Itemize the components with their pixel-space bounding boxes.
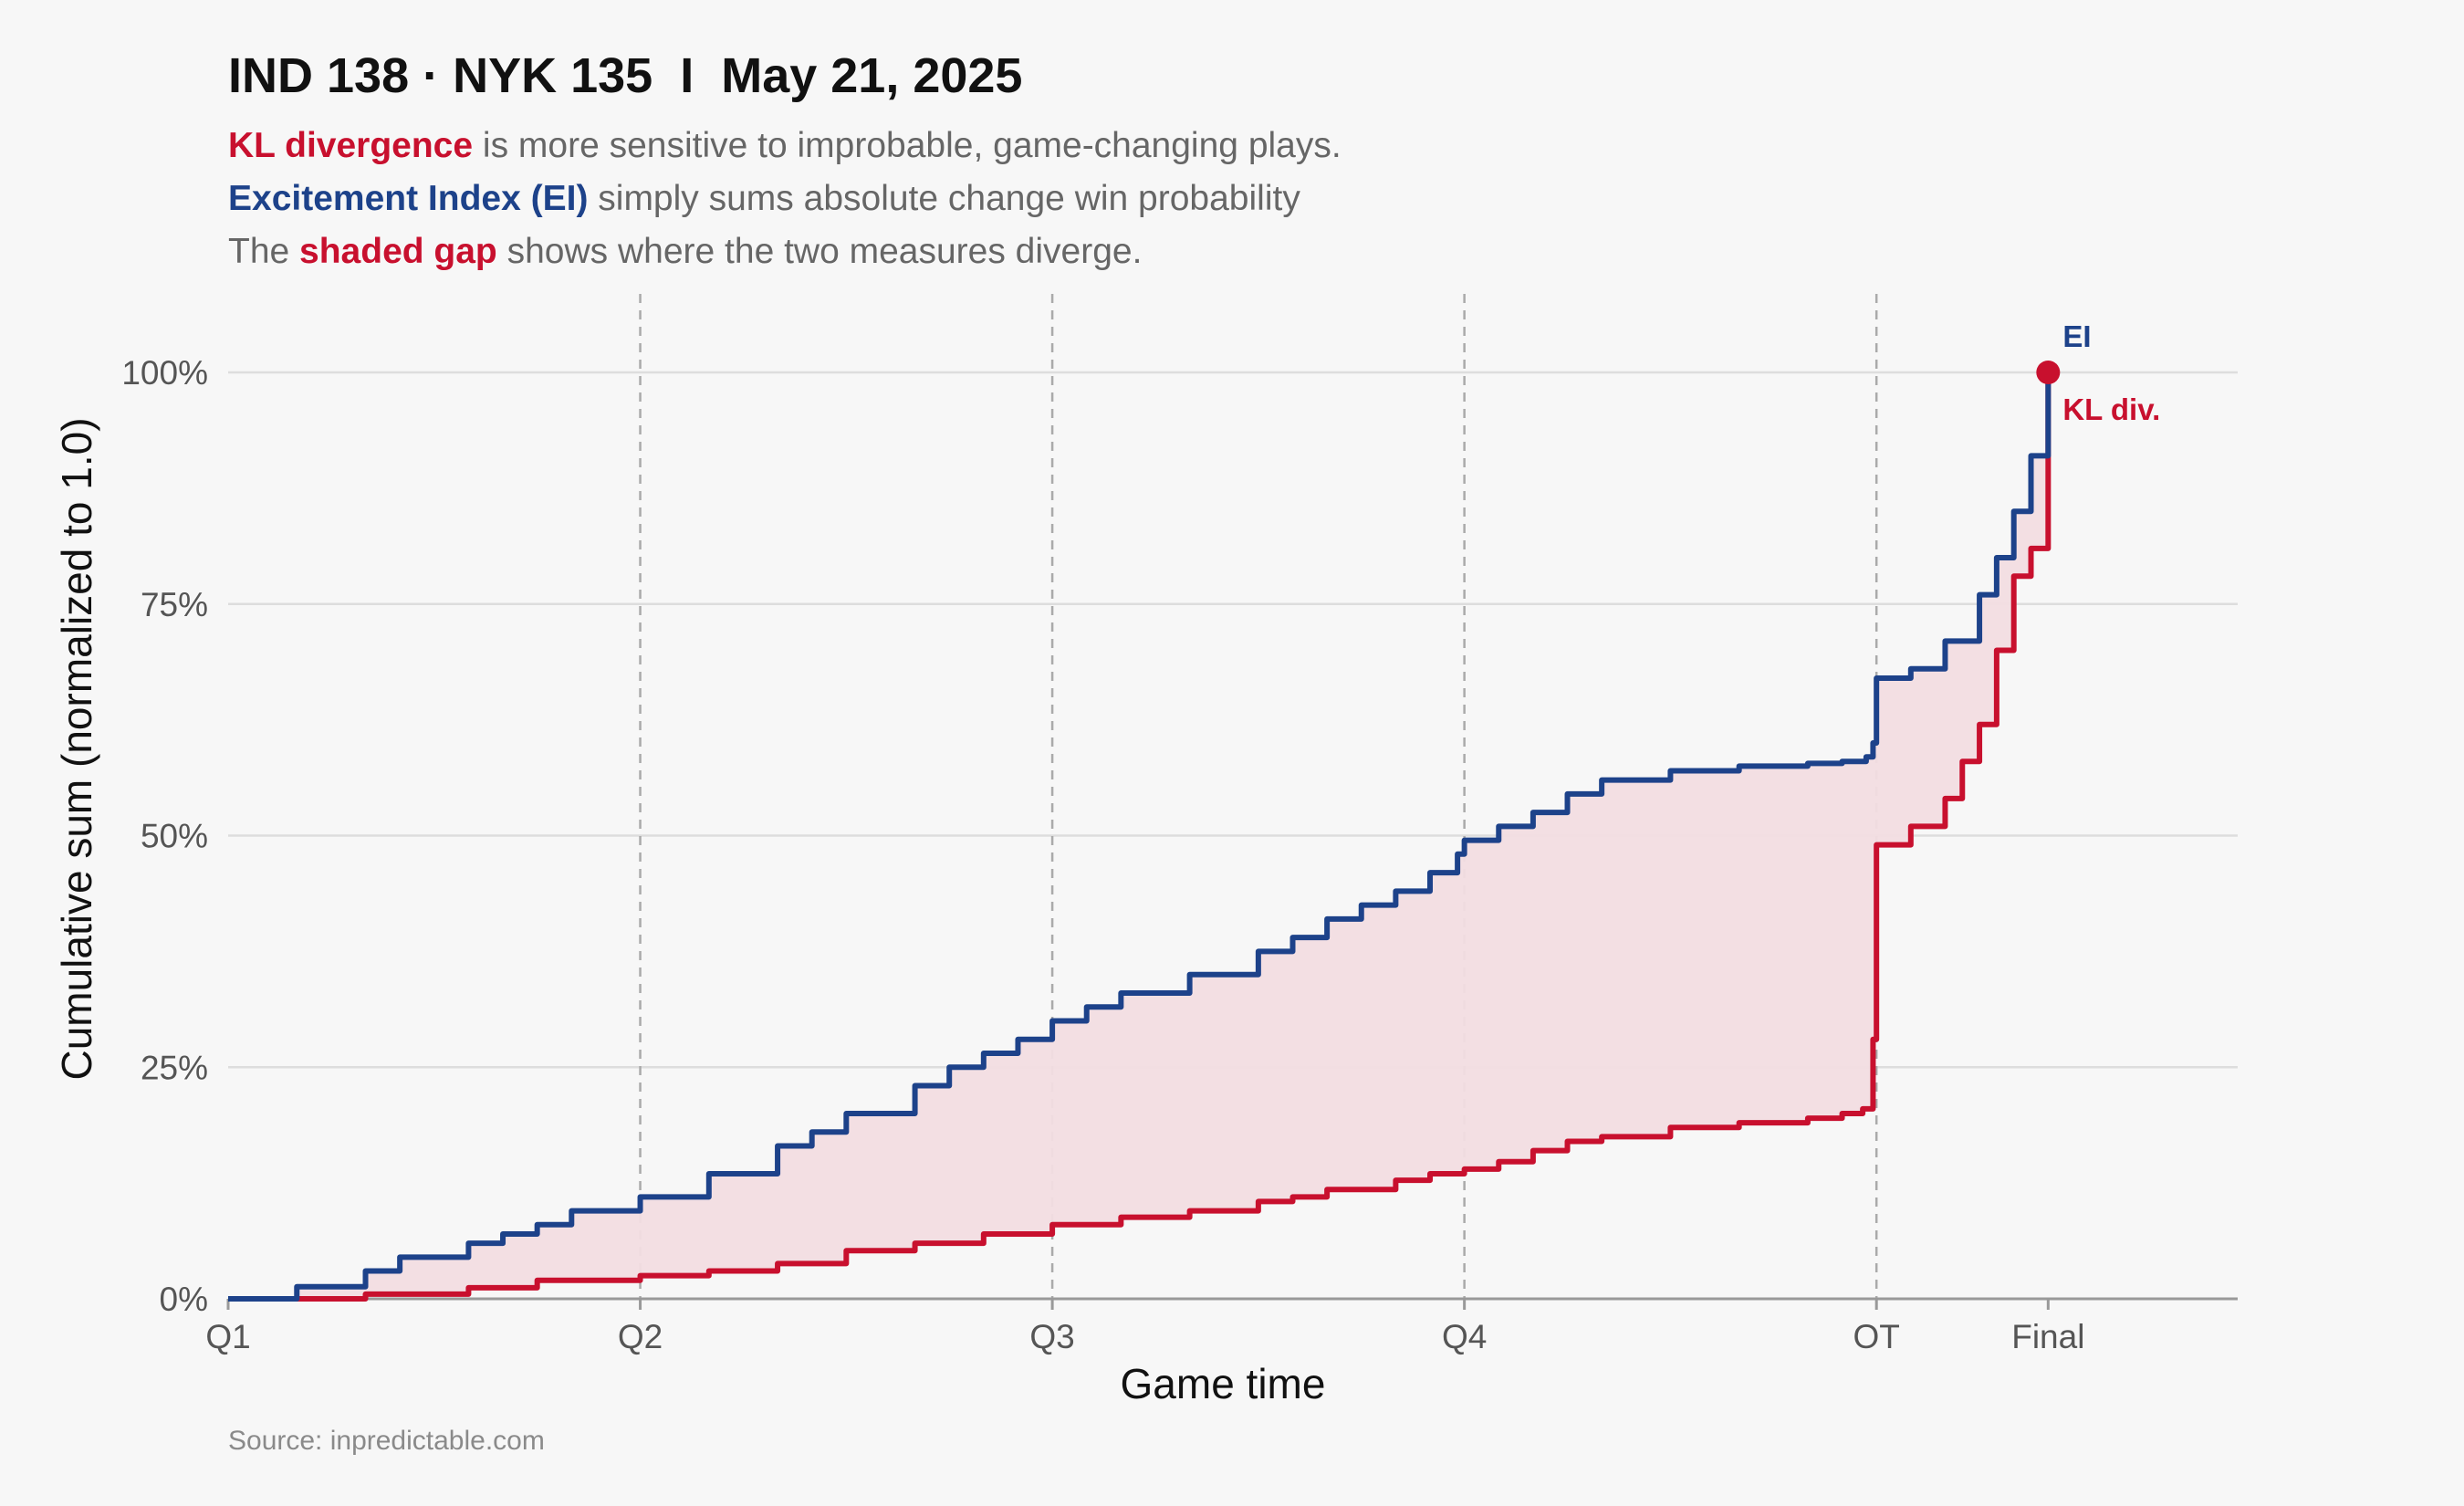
x-tick-label-4: OT (1853, 1318, 1899, 1355)
kl-end-label: KL div. (2062, 392, 2160, 426)
period-lines (639, 294, 1878, 1299)
gap-highlight: shaded gap (299, 232, 497, 271)
y-axis-title: Cumulative sum (normalized to 1.0) (53, 417, 100, 1080)
x-ticks (226, 1299, 2050, 1310)
y-tick-label-4: 100% (121, 354, 208, 392)
shaded-gap-area (228, 372, 2049, 1299)
y-tick-labels: 0% 25% 50% 75% 100% (121, 354, 208, 1318)
x-tick-label-2: Q3 (1029, 1318, 1074, 1355)
subtitle-line-1-text: is more sensitive to improbable, game-ch… (473, 126, 1342, 165)
y-tick-label-2: 50% (141, 818, 208, 855)
chart-title: IND 138 · NYK 135 I May 21, 2025 (228, 48, 1023, 103)
subtitle-line-3-text: shows where the two measures diverge. (496, 232, 1143, 271)
subtitle-line-2-text: simply sums absolute change win probabil… (588, 179, 1300, 218)
excitement-index-line (228, 372, 2052, 1302)
x-tick-label-3: Q4 (1442, 1318, 1487, 1355)
x-tick-label-5: Final (2011, 1318, 2084, 1355)
end-point-marker (2036, 361, 2061, 384)
y-tick-label-3: 75% (141, 586, 208, 623)
subtitle-line-1: KL divergence is more sensitive to impro… (228, 126, 1342, 166)
kl-divergence-line (228, 372, 2052, 1302)
subtitle-line-3: The shaded gap shows where the two measu… (228, 232, 1142, 272)
ei-end-label: EI (2062, 319, 2091, 353)
subtitle-line-3-prefix: The (228, 232, 300, 271)
x-axis-title: Game time (1121, 1360, 1326, 1407)
subtitle-line-2: Excitement Index (EI) simply sums absolu… (228, 179, 1300, 219)
kl-highlight: KL divergence (228, 126, 474, 165)
x-tick-label-0: Q1 (205, 1318, 250, 1355)
y-tick-label-1: 25% (141, 1049, 208, 1086)
x-tick-labels: Q1 Q2 Q3 Q4 OT Final (205, 1318, 2084, 1355)
ei-highlight: Excitement Index (EI) (228, 179, 589, 218)
source-note: Source: inpredictable.com (228, 1426, 545, 1456)
x-tick-label-1: Q2 (618, 1318, 663, 1355)
y-tick-label-0: 0% (160, 1281, 208, 1318)
